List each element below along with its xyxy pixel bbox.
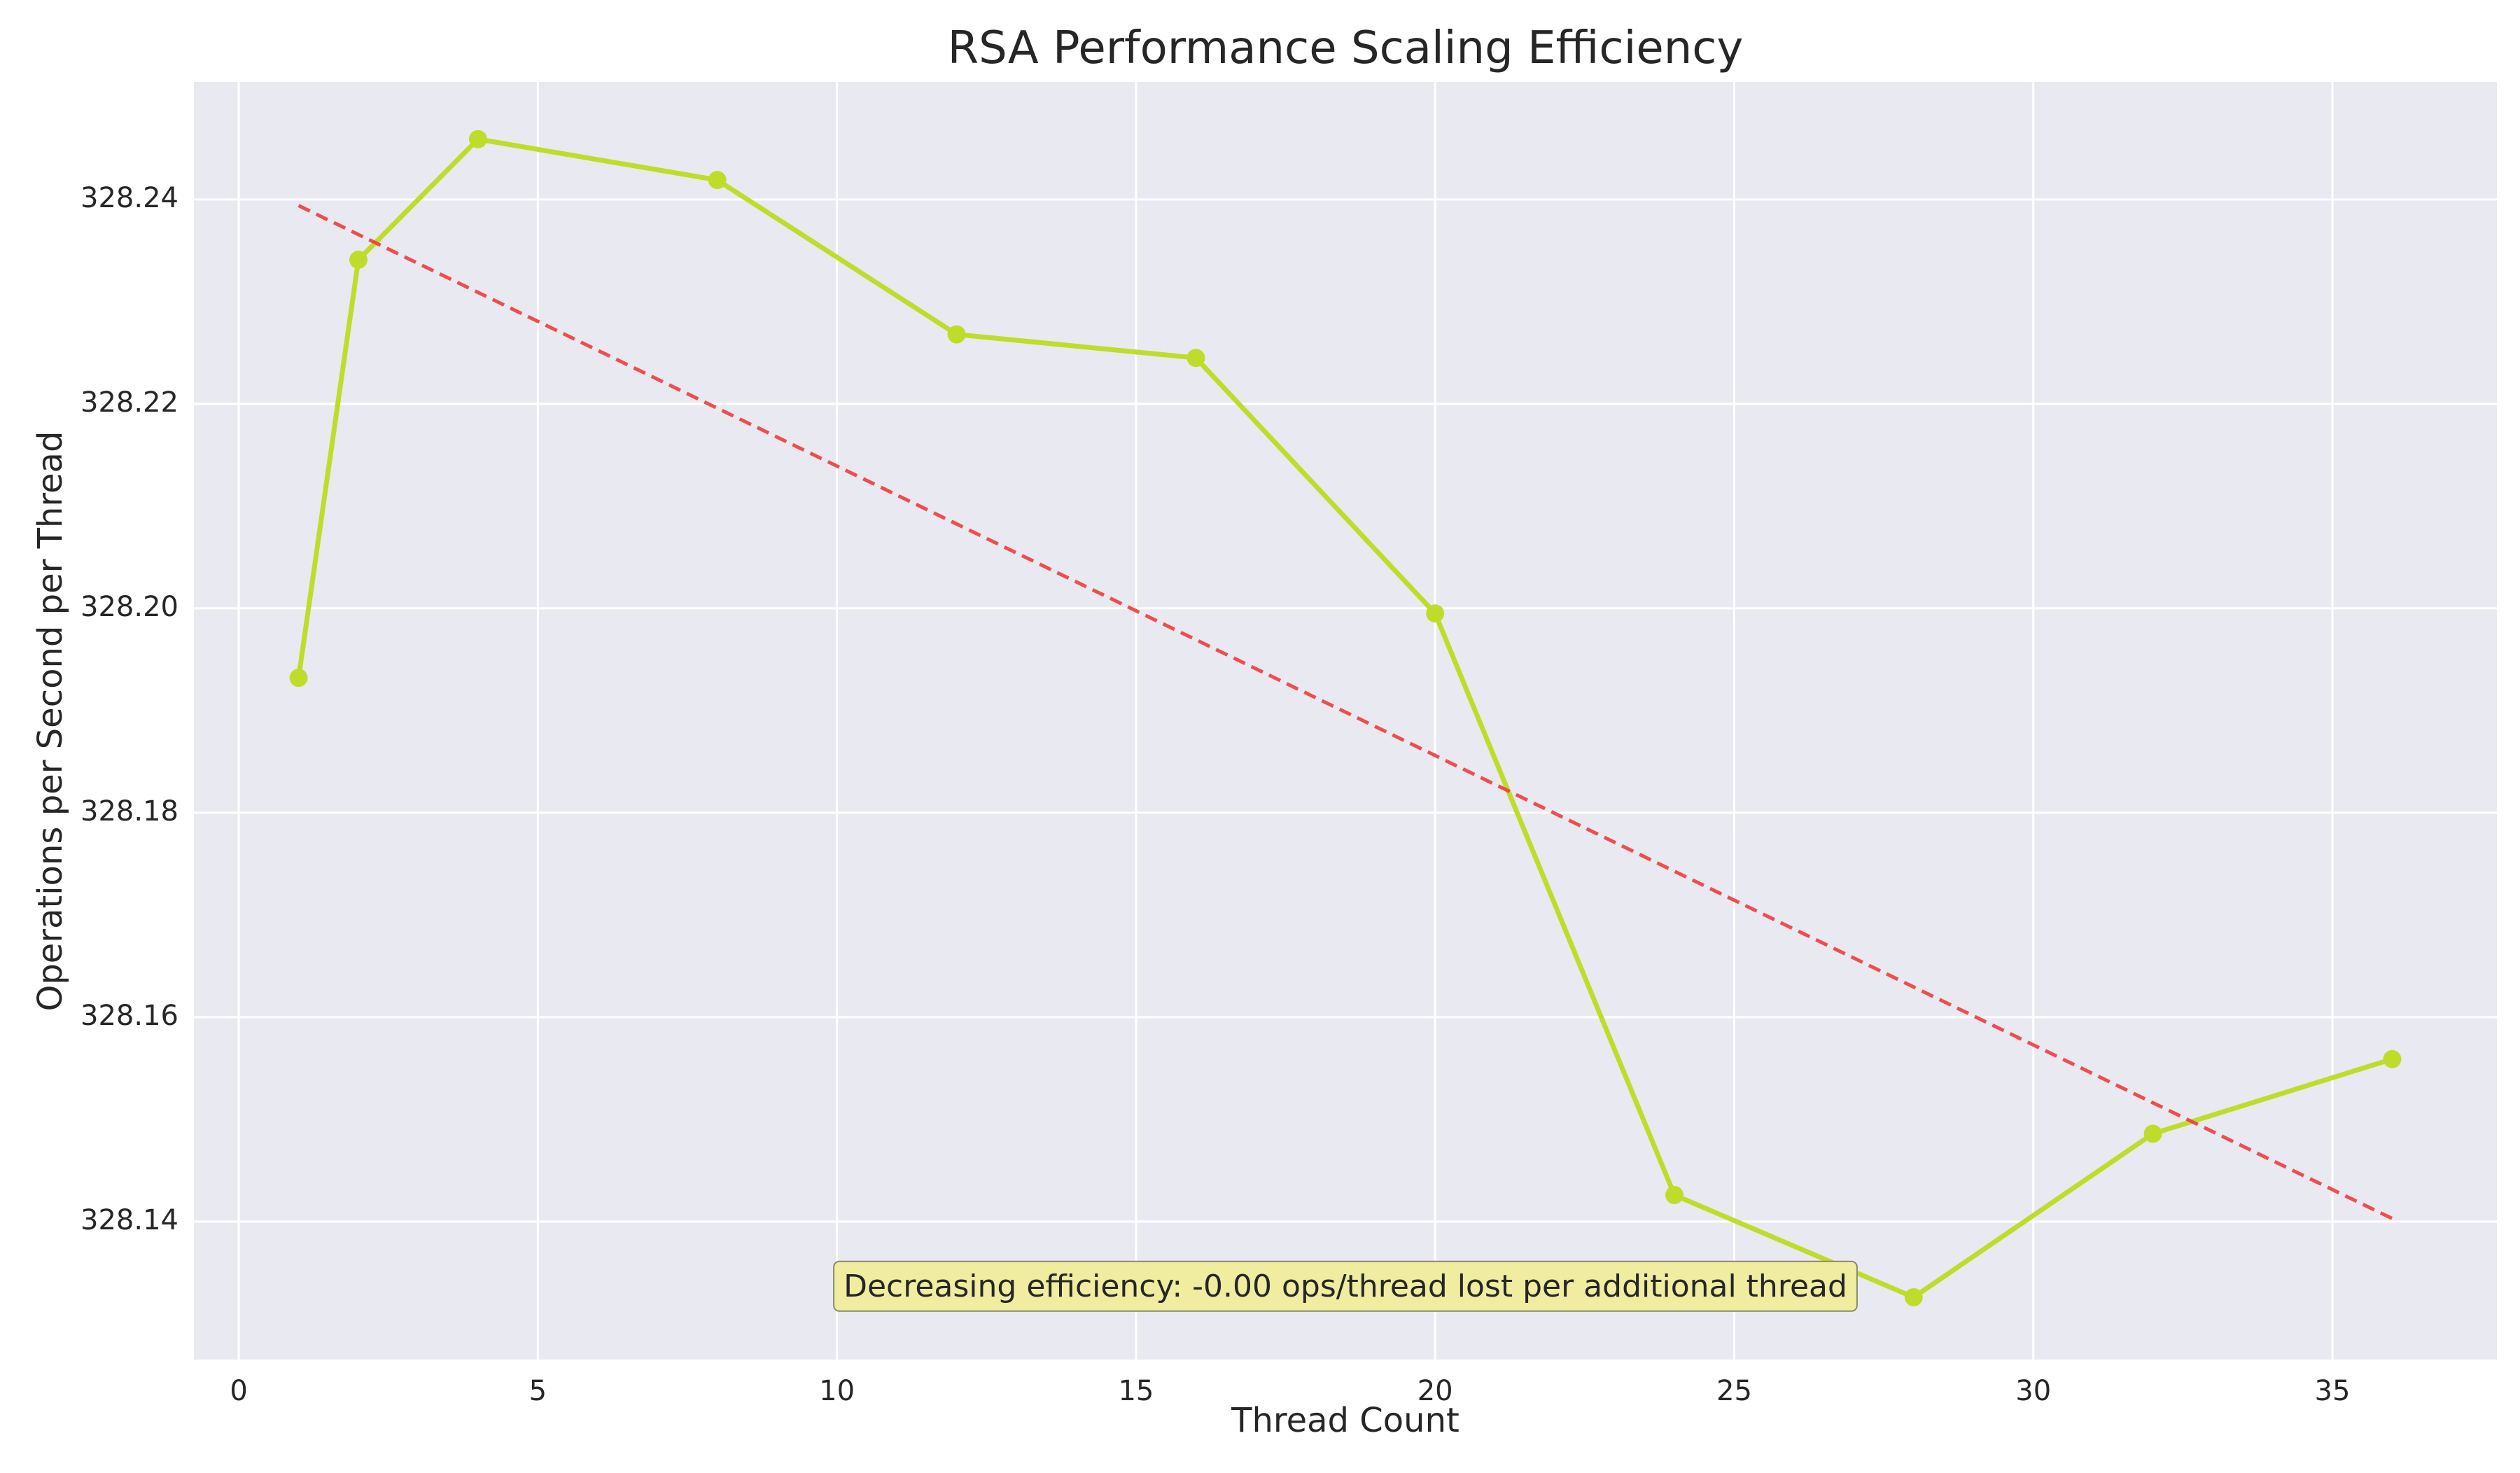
data-point — [2143, 1124, 2162, 1143]
data-point — [349, 251, 368, 270]
x-tick-label: 10 — [819, 1375, 855, 1407]
series — [289, 130, 2402, 1306]
x-tick-label: 35 — [2315, 1375, 2351, 1407]
annotation-layer: Decreasing efficiency: -0.00 ops/thread … — [833, 1260, 1858, 1312]
x-tick-label: 5 — [529, 1375, 547, 1407]
x-tick-label: 0 — [230, 1375, 247, 1407]
data-point — [1665, 1185, 1684, 1204]
x-tick-label: 25 — [1716, 1375, 1752, 1407]
y-tick-label: 328.14 — [80, 1204, 178, 1236]
grid — [194, 82, 2497, 1360]
data-point — [289, 669, 308, 687]
y-tick-label: 328.24 — [80, 182, 178, 214]
data-point — [1904, 1287, 1923, 1306]
y-tick-label: 328.20 — [80, 591, 178, 623]
x-axis-label: Thread Count — [1231, 1401, 1460, 1440]
data-point — [947, 325, 966, 344]
axes: 0 5 10 15 20 25 30 35 328.14 328.16 328.18 328.20 32… — [80, 182, 2350, 1407]
x-tick-label: 15 — [1118, 1375, 1154, 1407]
data-point — [1186, 349, 1205, 368]
chart-title: RSA Performance Scaling Efficiency — [948, 22, 1744, 74]
y-tick-label: 328.22 — [80, 386, 178, 419]
annotation-box — [833, 1260, 1858, 1312]
x-tick-label: 30 — [2015, 1375, 2051, 1407]
y-tick-label: 328.18 — [80, 795, 178, 828]
annotation-text: Decreasing efficiency: -0.00 ops/thread … — [844, 1269, 1847, 1304]
x-tick-label: 20 — [1418, 1375, 1453, 1407]
trend-line — [298, 204, 2393, 1220]
data-point — [1426, 604, 1445, 623]
plot-area — [194, 82, 2497, 1360]
data-point — [468, 130, 487, 148]
y-tick-label: 328.16 — [80, 1000, 178, 1032]
y-axis-label: Operations per Second per Thread — [31, 431, 70, 1012]
data-point — [2383, 1049, 2402, 1068]
data-point — [708, 171, 727, 190]
